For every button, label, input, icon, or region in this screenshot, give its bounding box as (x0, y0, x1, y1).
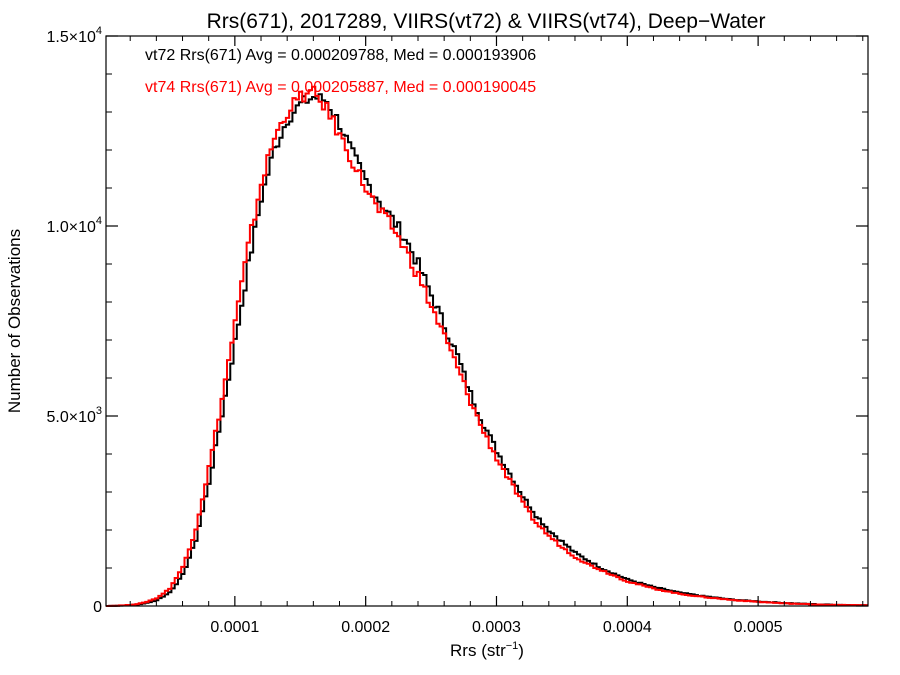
x-axis-label: Rrs (str−1) (450, 640, 524, 660)
y-tick-label: 0 (93, 599, 102, 616)
y-tick-label-mantissa: 1.0×10 (46, 219, 95, 236)
y-tick-label: 1.0×104 (46, 215, 102, 236)
y-tick-label-mantissa: 1.5×10 (46, 29, 95, 46)
x-tick-label: 0.0002 (341, 619, 390, 636)
vt72-stats-annotation: vt72 Rrs(671) Avg = 0.000209788, Med = 0… (145, 47, 536, 64)
x-axis-label-close: ) (518, 641, 524, 660)
y-tick-label: 1.5×104 (46, 25, 102, 46)
y-tick-label-exponent: 3 (96, 405, 102, 417)
vt74-stats-annotation: vt74 Rrs(671) Avg = 0.000205887, Med = 0… (145, 79, 536, 96)
x-tick-label: 0.0005 (734, 619, 783, 636)
series-layer (106, 85, 868, 607)
series-vt74-line (106, 85, 868, 607)
x-axis-label-exponent: −1 (506, 640, 519, 652)
y-axis-label: Number of Observations (5, 229, 24, 413)
y-tick-label: 5.0×103 (46, 405, 102, 426)
plot-frame (105, 35, 869, 607)
x-tick-label: 0.0003 (472, 619, 521, 636)
y-tick-label-exponent: 4 (96, 215, 102, 227)
x-tick-label: 0.0001 (210, 619, 259, 636)
x-tick-label: 0.0004 (603, 619, 652, 636)
chart-title: Rrs(671), 2017289, VIIRS(vt72) & VIIRS(v… (207, 10, 766, 33)
x-axis-label-main: Rrs (str (450, 641, 506, 660)
y-tick-label-mantissa: 0 (93, 599, 102, 616)
series-vt72-line (106, 93, 868, 607)
y-tick-label-mantissa: 5.0×10 (46, 409, 95, 426)
y-tick-label-exponent: 4 (96, 25, 102, 37)
x-ticks: 0.0001 0.0002 0.0003 0.0004 0.0005 (129, 36, 864, 636)
